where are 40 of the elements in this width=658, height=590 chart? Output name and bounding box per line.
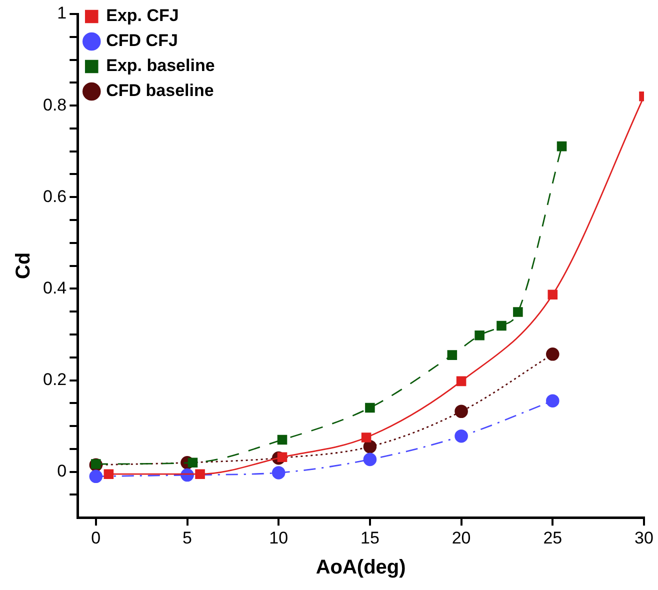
point: [546, 394, 560, 408]
point: [363, 452, 377, 466]
x-tick-label: 5: [182, 528, 192, 548]
legend-label: CFD CFJ: [106, 31, 178, 50]
point: [277, 434, 288, 445]
x-tick-label: 25: [543, 528, 562, 548]
point: [546, 348, 560, 361]
legend-label: Exp. CFJ: [106, 6, 179, 26]
legend-label: Exp. baseline: [106, 56, 215, 76]
x-tick-label: 0: [91, 528, 101, 548]
x-tick-label: 20: [452, 528, 471, 548]
y-tick-label: 1: [57, 4, 67, 23]
point: [104, 469, 114, 479]
y-tick-label: 0: [57, 462, 67, 481]
y-tick-label: 0.8: [42, 95, 67, 114]
y-tick-label: 0.6: [42, 186, 67, 206]
point: [548, 290, 558, 300]
point: [556, 141, 567, 152]
legend-label: CFD baseline: [106, 81, 214, 100]
x-tick-label: 15: [360, 528, 380, 548]
point: [195, 469, 205, 479]
x-tick-label: 10: [269, 528, 288, 548]
point: [188, 458, 198, 468]
point: [454, 429, 468, 443]
point: [89, 470, 103, 484]
point: [363, 440, 377, 454]
y-tick-label: 0.2: [42, 370, 67, 389]
point: [496, 320, 506, 331]
x-tick-label: 30: [634, 528, 654, 548]
y-axis-title: Cd: [12, 252, 35, 280]
point: [447, 350, 458, 360]
point: [365, 402, 375, 413]
point: [513, 307, 523, 317]
y-tick-label: 0.4: [42, 278, 67, 298]
point: [474, 330, 484, 340]
x-axis-title: AoA(deg): [316, 556, 406, 579]
point: [361, 432, 372, 442]
point: [456, 376, 466, 386]
point: [454, 404, 468, 418]
point: [272, 466, 286, 480]
